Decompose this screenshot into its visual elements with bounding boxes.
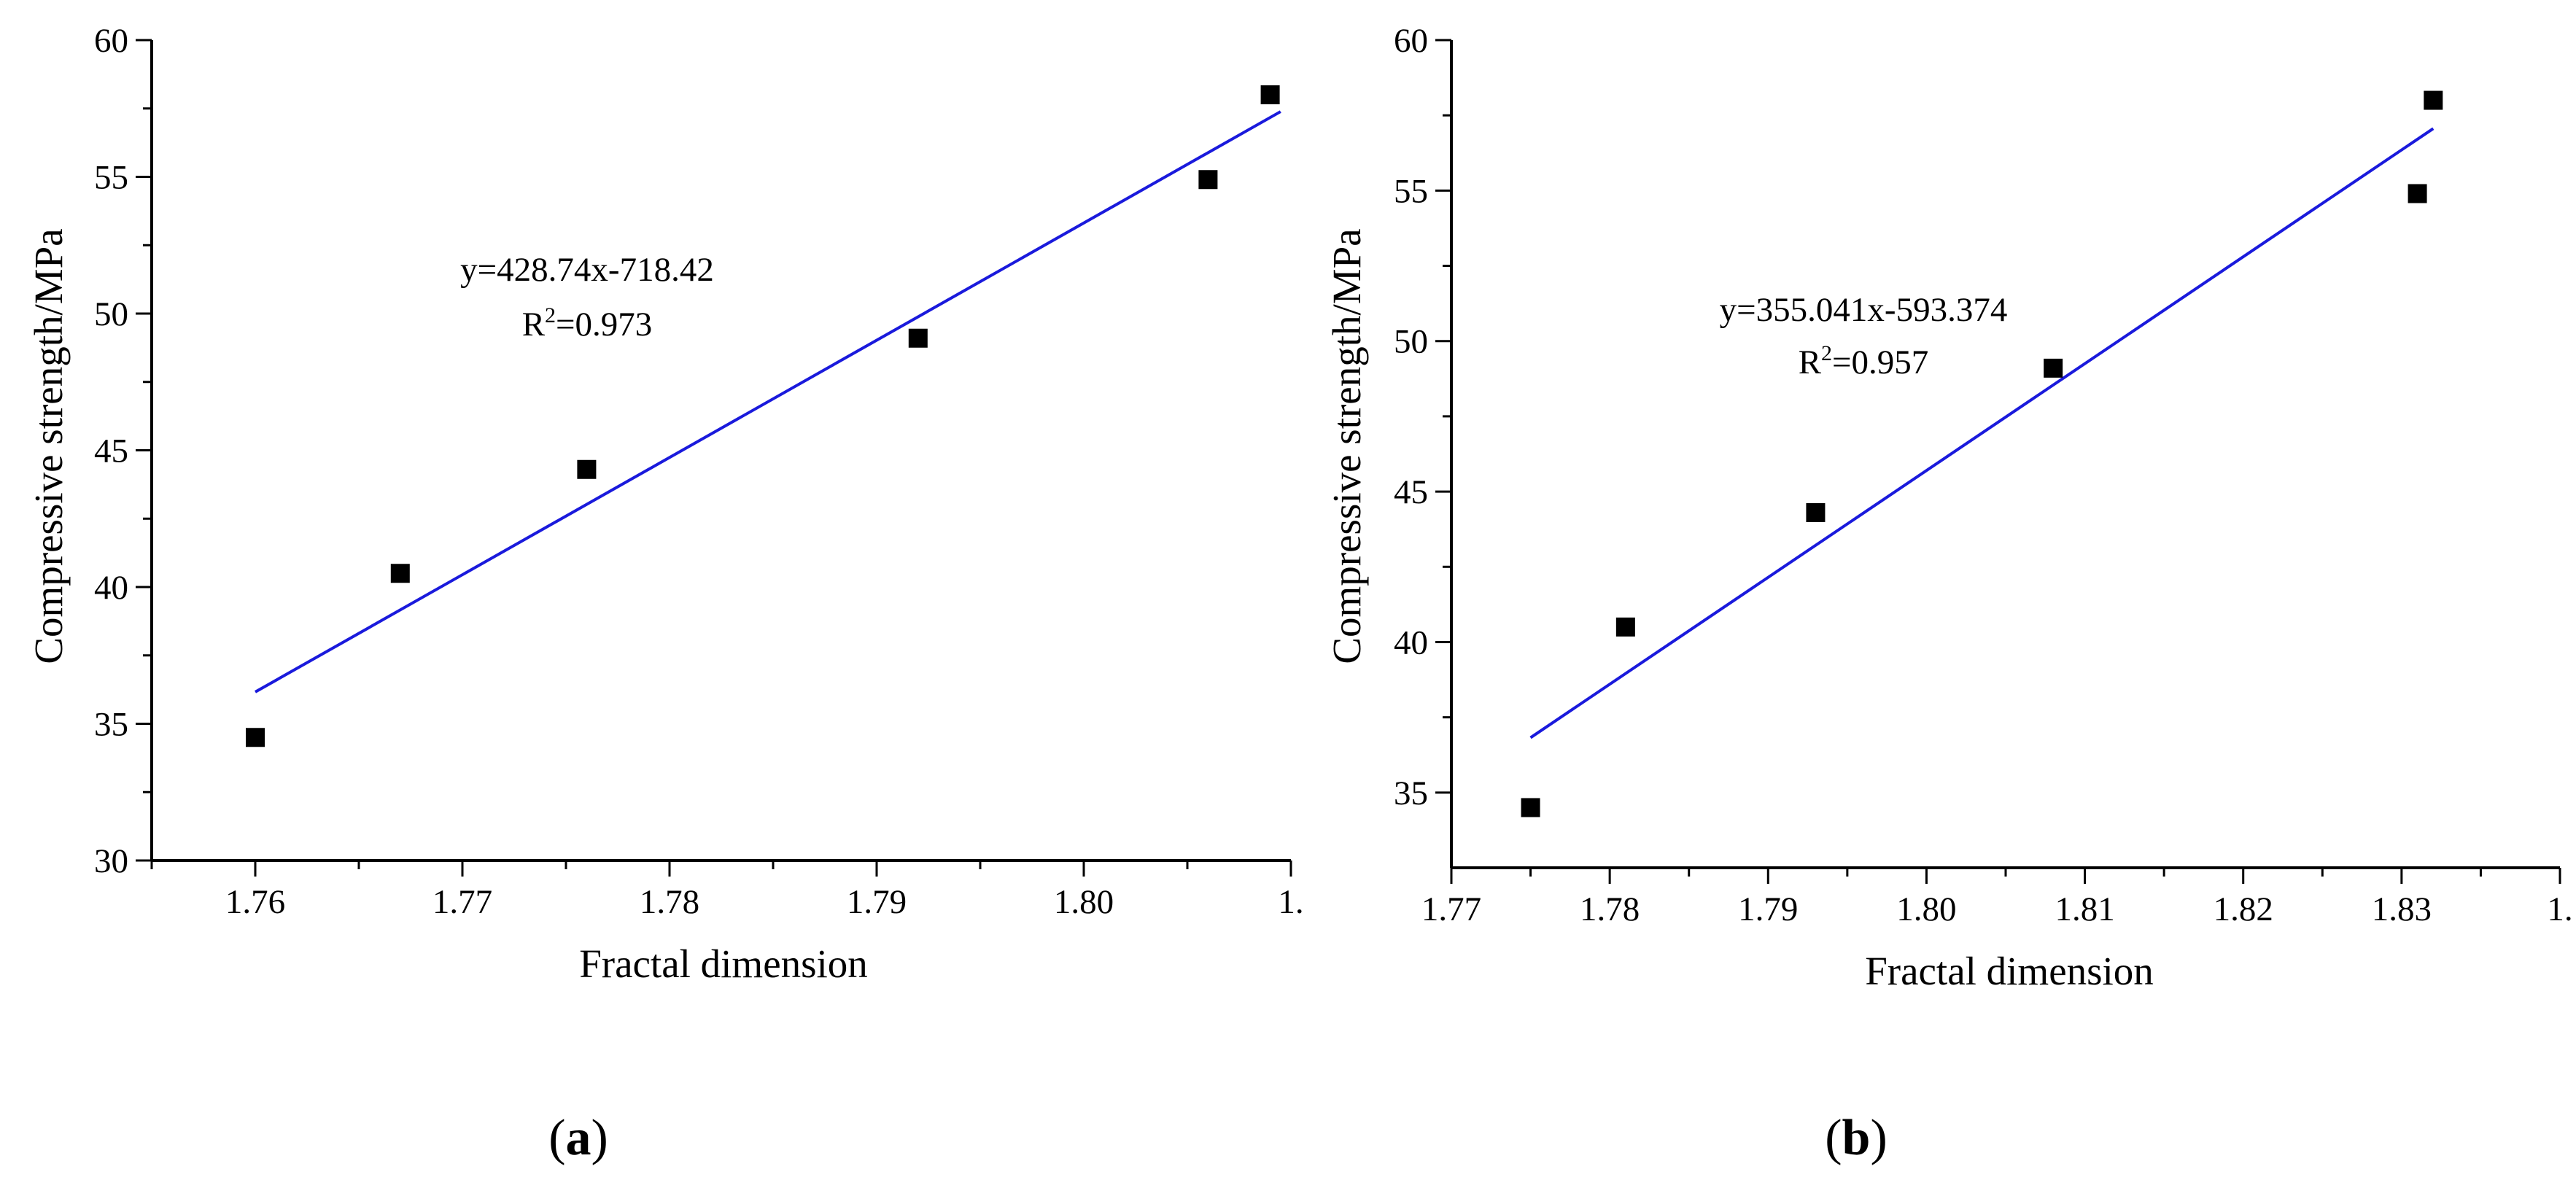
y-tick-label: 55	[1394, 172, 1428, 210]
y-tick-label: 60	[1394, 22, 1428, 60]
x-axis-title: Fractal dimension	[579, 941, 868, 986]
fit-r-squared: R2=0.957	[1799, 341, 1929, 381]
r2-prefix: R	[522, 306, 546, 343]
y-tick-label: 50	[94, 295, 128, 333]
x-tick-label: 1.76	[225, 883, 285, 921]
data-points	[246, 85, 1280, 747]
fit-r-squared: R2=0.973	[522, 303, 653, 343]
x-tick-label: 1.78	[640, 883, 699, 921]
x-tick-label: 1.	[1278, 883, 1303, 921]
panel-label-b: (b)	[1825, 1110, 1888, 1166]
y-tick-label: 50	[1394, 323, 1428, 361]
y-tick-label: 45	[1394, 473, 1428, 511]
data-point	[246, 728, 265, 747]
y-axis-title: Compressive strength/MPa	[26, 228, 71, 664]
r2-superscript: 2	[545, 303, 556, 327]
fit-equation: y=355.041x-593.374	[1720, 291, 2008, 329]
y-tick-label: 60	[94, 22, 128, 60]
y-axis-title: Compressive strength/MPa	[1324, 228, 1369, 664]
x-tick-label: 1.77	[1421, 890, 1481, 928]
data-point	[908, 328, 928, 348]
data-point	[1260, 85, 1280, 104]
y-tick-label: 35	[1394, 774, 1428, 812]
data-point	[1806, 502, 1826, 522]
x-tick-label: 1.	[2547, 890, 2572, 928]
data-point	[1615, 617, 1635, 637]
y-ticks: 30 35 40 45 50 55 60	[94, 22, 152, 880]
r2-value: =0.973	[556, 306, 652, 343]
x-tick-label: 1.83	[2372, 890, 2432, 928]
axes-frame	[150, 40, 1291, 862]
r2-prefix: R	[1799, 343, 1822, 381]
y-tick-label: 45	[94, 432, 128, 470]
data-point	[1521, 798, 1540, 817]
regression-line	[255, 110, 1281, 693]
y-tick-label: 40	[94, 569, 128, 607]
fit-line	[1529, 127, 2435, 739]
data-point	[390, 564, 410, 583]
data-point	[2408, 184, 2427, 203]
data-point	[2424, 90, 2443, 110]
regression-line	[1529, 127, 2435, 739]
y-tick-label: 55	[94, 159, 128, 197]
x-tick-label: 1.79	[847, 883, 907, 921]
panel-label-a: (a)	[548, 1110, 608, 1166]
x-tick-label: 1.77	[432, 883, 492, 921]
x-tick-label: 1.80	[1054, 883, 1114, 921]
data-point	[2044, 358, 2063, 378]
data-point	[1198, 170, 1218, 190]
x-tick-label: 1.81	[2055, 890, 2114, 928]
data-points	[1521, 90, 2443, 817]
r2-value: =0.957	[1832, 343, 1928, 381]
data-point	[577, 459, 597, 479]
y-tick-label: 40	[1394, 623, 1428, 661]
axes-frame	[1450, 40, 2560, 869]
x-ticks: 1.77 1.78 1.79 1.80 1.81 1.82 1.83 1.	[1421, 868, 2573, 928]
x-tick-label: 1.78	[1580, 890, 1640, 928]
x-ticks: 1.76 1.77 1.78 1.79 1.80 1.	[150, 860, 1304, 921]
y-tick-label: 35	[94, 706, 128, 744]
y-tick-label: 30	[94, 842, 128, 880]
fit-equation: y=428.74x-718.42	[460, 251, 714, 289]
fit-line	[255, 110, 1281, 693]
x-axis-title: Fractal dimension	[1865, 949, 2154, 993]
x-tick-label: 1.79	[1738, 890, 1798, 928]
chart-panel-a: 1.76 1.77 1.78 1.79 1.80 1. 30 35 40 45 50 55 60 Fr…	[26, 22, 1304, 1166]
x-tick-label: 1.82	[2214, 890, 2273, 928]
x-tick-label: 1.80	[1896, 890, 1956, 928]
chart-panel-b: 1.77 1.78 1.79 1.80 1.81 1.82 1.83 1. 35 40 45 50 5…	[1324, 22, 2573, 1166]
r2-superscript: 2	[1821, 341, 1832, 365]
y-ticks: 35 40 45 50 55 60	[1394, 22, 1451, 812]
